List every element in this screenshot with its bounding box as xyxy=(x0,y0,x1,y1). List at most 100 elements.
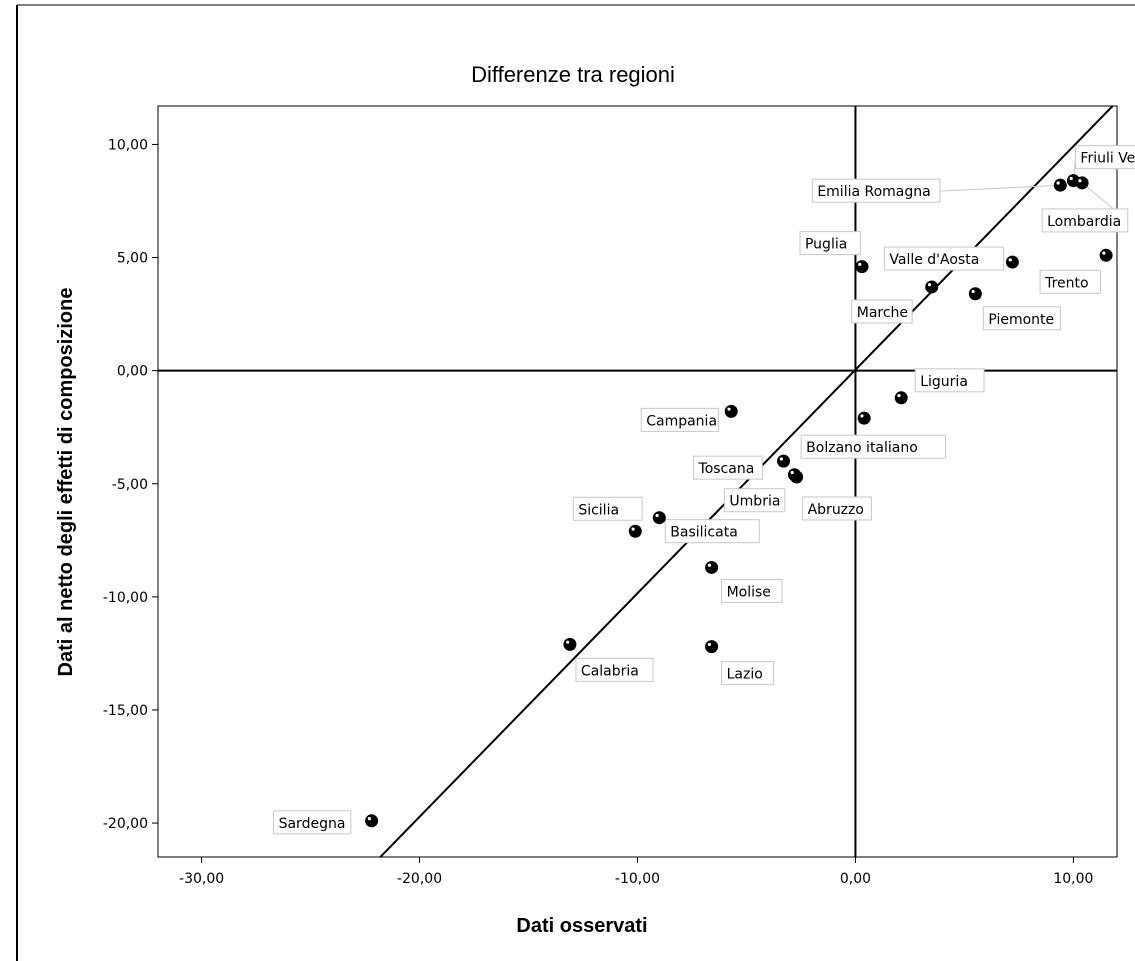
data-point-campania[interactable] xyxy=(724,404,738,418)
point-label-bolzano-italiano: Bolzano italiano xyxy=(806,440,918,456)
point-label-box xyxy=(883,246,1005,271)
point-label-box xyxy=(1039,269,1102,294)
point-label-friuli-venezia-giulia: Friuli Venezia Giulia xyxy=(1080,151,1135,167)
data-point-highlight xyxy=(897,394,901,398)
y-tick-label: -20,00 xyxy=(103,816,148,832)
point-labels: Friuli Venezia Giulia Emilia Romagna Lomba… xyxy=(273,145,1135,835)
point-label-campania: Campania xyxy=(646,413,717,429)
x-tick-label: -20,00 xyxy=(397,871,442,887)
point-label-lombardia: Lombardia xyxy=(1047,214,1121,230)
point-label-box xyxy=(664,519,760,544)
point-label-box xyxy=(1074,145,1135,170)
point-label-box xyxy=(914,368,985,393)
data-point-molise[interactable] xyxy=(705,560,719,574)
data-point-highlight xyxy=(1069,176,1073,181)
point-label-box xyxy=(851,299,913,324)
data-point-highlight xyxy=(707,642,712,647)
data-point-highlight xyxy=(566,640,570,644)
chart-title: Differenze tra regioni xyxy=(471,62,675,87)
data-point-marche[interactable] xyxy=(925,280,939,294)
data-point-valle-d-aosta[interactable] xyxy=(1005,255,1019,269)
axis-ticks: -30,00 -20,00 -10,00 0,00 10,00 10,00 5,00 0,00… xyxy=(103,137,1094,887)
data-point-highlight xyxy=(367,817,371,821)
point-label-box xyxy=(1041,208,1129,233)
point-label-box xyxy=(721,661,775,686)
point-label-box xyxy=(575,657,654,682)
point-label-box xyxy=(273,810,352,835)
point-label-molise: Molise xyxy=(727,584,771,600)
point-label-box xyxy=(802,496,872,521)
label-leader-line xyxy=(939,184,1061,192)
point-label-box xyxy=(800,434,947,459)
y-tick-label: -15,00 xyxy=(103,703,148,719)
data-point-highlight xyxy=(860,414,864,418)
point-label-valle-d-aosta: Valle d'Aosta xyxy=(889,252,979,268)
data-point-highlight xyxy=(779,457,783,461)
point-label-box xyxy=(723,488,786,513)
point-label-box xyxy=(982,306,1062,331)
data-point-lazio[interactable] xyxy=(705,640,719,654)
point-label-puglia: Puglia xyxy=(805,237,847,253)
data-point-piemonte[interactable] xyxy=(968,287,982,301)
y-tick-label: 0,00 xyxy=(117,364,148,380)
point-label-box xyxy=(799,231,861,256)
data-point-highlight xyxy=(727,407,731,411)
data-point-toscana[interactable] xyxy=(777,454,791,468)
data-point-highlight xyxy=(858,262,862,267)
point-label-emilia-romagna: Emilia Romagna xyxy=(817,184,930,200)
data-point-highlight xyxy=(1008,258,1012,262)
data-point-umbria[interactable] xyxy=(787,468,801,482)
point-label-box xyxy=(572,496,643,521)
x-tick-label: 0,00 xyxy=(840,871,871,887)
x-tick-label: -30,00 xyxy=(179,871,224,887)
data-point-highlight xyxy=(1056,181,1060,185)
data-point-highlight xyxy=(1102,251,1106,255)
data-point-bolzano-italiano[interactable] xyxy=(857,411,871,425)
point-label-calabria: Calabria xyxy=(581,663,639,679)
point-label-box xyxy=(721,578,783,603)
fit-line xyxy=(379,105,1114,858)
point-label-piemonte: Piemonte xyxy=(988,312,1054,328)
x-tick-label: -10,00 xyxy=(615,871,660,887)
fit-line-group xyxy=(379,105,1114,858)
point-label-toscana: Toscana xyxy=(698,461,755,477)
y-tick-label: -10,00 xyxy=(103,590,148,606)
data-point-highlight xyxy=(631,527,635,531)
y-axis-title: Dati al netto degli effetti di composizi… xyxy=(55,288,77,677)
point-label-sardegna: Sardegna xyxy=(279,816,346,832)
point-label-abruzzo: Abruzzo xyxy=(808,502,864,518)
data-point-basilicata[interactable] xyxy=(652,511,666,525)
data-point-lombardia[interactable] xyxy=(1075,176,1089,190)
data-point-highlight xyxy=(971,289,975,294)
point-label-basilicata: Basilicata xyxy=(670,525,738,541)
point-label-trento: Trento xyxy=(1044,275,1088,291)
data-point-highlight xyxy=(1078,179,1082,183)
data-point-highlight xyxy=(707,563,712,567)
y-tick-label: 5,00 xyxy=(117,251,148,267)
point-label-liguria: Liguria xyxy=(920,374,968,390)
data-points xyxy=(365,174,1113,828)
data-point-sardegna[interactable] xyxy=(365,814,379,828)
data-point-highlight xyxy=(927,283,932,287)
data-point-puglia[interactable] xyxy=(855,260,869,274)
point-label-box xyxy=(693,455,763,480)
data-point-calabria[interactable] xyxy=(563,637,577,651)
point-label-marche: Marche xyxy=(857,305,908,321)
point-label-box xyxy=(640,407,719,432)
data-point-trento[interactable] xyxy=(1099,248,1113,262)
x-tick-label: 10,00 xyxy=(1053,871,1093,887)
y-tick-label: -5,00 xyxy=(112,477,148,493)
data-point-highlight xyxy=(790,470,794,475)
point-label-umbria: Umbria xyxy=(729,494,780,510)
data-point-emilia-romagna[interactable] xyxy=(1053,178,1067,192)
data-point-highlight xyxy=(655,513,659,518)
x-axis-title: Dati osservati xyxy=(516,915,647,937)
point-label-lazio: Lazio xyxy=(727,667,763,683)
y-tick-label: 10,00 xyxy=(108,137,148,153)
data-point-sicilia[interactable] xyxy=(628,524,642,538)
point-label-box xyxy=(811,178,941,203)
point-label-sicilia: Sicilia xyxy=(578,502,619,518)
data-point-liguria[interactable] xyxy=(894,391,908,405)
